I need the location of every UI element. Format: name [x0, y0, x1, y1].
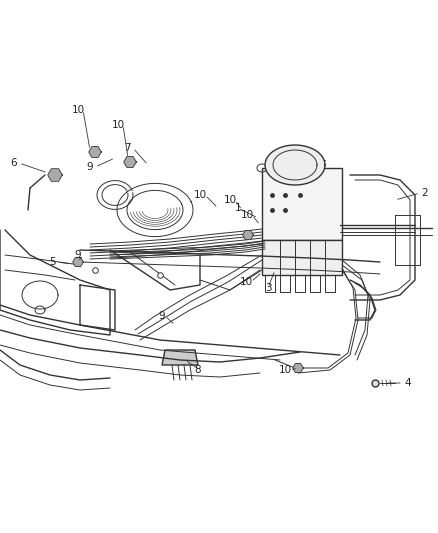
Polygon shape — [244, 231, 252, 238]
Polygon shape — [49, 170, 61, 180]
Polygon shape — [294, 365, 302, 372]
Polygon shape — [262, 168, 342, 240]
Text: 4: 4 — [405, 378, 411, 388]
Text: 10: 10 — [111, 120, 124, 130]
Text: 6: 6 — [11, 158, 18, 168]
Text: 3: 3 — [265, 283, 271, 293]
Text: 5: 5 — [49, 257, 55, 267]
Text: 9: 9 — [159, 311, 165, 321]
Text: 9: 9 — [87, 162, 93, 172]
Polygon shape — [74, 259, 82, 265]
Polygon shape — [262, 240, 342, 275]
Text: 10: 10 — [223, 195, 237, 205]
Text: 10: 10 — [71, 105, 85, 115]
Polygon shape — [162, 350, 198, 365]
Text: 2: 2 — [422, 188, 428, 198]
Polygon shape — [266, 146, 324, 184]
Text: 10: 10 — [194, 190, 207, 200]
Text: 10: 10 — [279, 365, 292, 375]
Text: 10: 10 — [240, 277, 253, 287]
Text: 7: 7 — [124, 143, 131, 153]
Polygon shape — [125, 158, 135, 166]
Polygon shape — [90, 148, 100, 156]
Text: 9: 9 — [75, 250, 81, 260]
Text: 8: 8 — [194, 365, 201, 375]
Text: 10: 10 — [240, 210, 254, 220]
Text: 1: 1 — [235, 203, 241, 213]
